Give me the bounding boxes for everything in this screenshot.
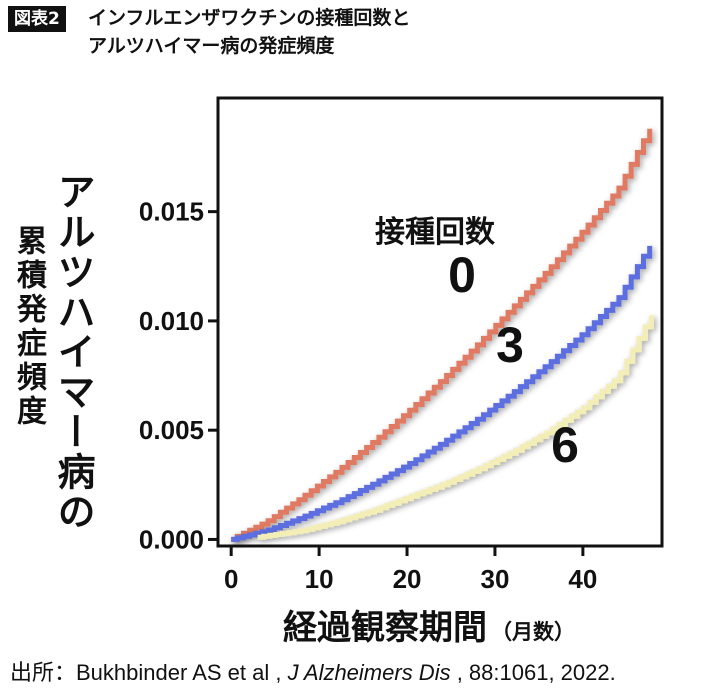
x-tick-label-1: 10 xyxy=(305,564,334,594)
source-journal: J Alzheimers Dis xyxy=(287,660,451,685)
x-axis-label-main: 経過観察期間 xyxy=(283,608,487,648)
source-prefix: 出所：Bukhbinder AS et al , xyxy=(10,660,288,685)
x-axis-label-unit: （月数） xyxy=(491,620,575,644)
figure-title-line2: アルツハイマー病の発症頻度 xyxy=(88,35,335,57)
series-line-6 xyxy=(257,315,654,540)
figure-title: インフルエンザワクチンの接種回数と アルツハイマー病の発症頻度 xyxy=(88,4,410,60)
source-suffix: , 88:1061, 2022. xyxy=(450,660,616,685)
source-citation: 出所：Bukhbinder AS et al , J Alzheimers Di… xyxy=(10,655,616,687)
x-tick-label-0: 0 xyxy=(224,564,238,594)
y-tick-label-0: 0.000 xyxy=(139,524,204,554)
x-tick-label-4: 40 xyxy=(568,564,597,594)
series-layer xyxy=(231,128,654,542)
figure-title-line1: インフルエンザワクチンの接種回数と xyxy=(88,7,411,29)
x-tick-label-2: 20 xyxy=(393,564,422,594)
series-label-layer: 036 xyxy=(448,247,579,473)
series-label-3: 3 xyxy=(496,317,524,373)
y-axis-label-line2: 累積発症頻度 xyxy=(11,225,46,429)
x-tick-label-3: 30 xyxy=(480,564,509,594)
x-axis-label: 経過観察期間 （月数） xyxy=(283,600,575,649)
series-label-6: 6 xyxy=(551,417,579,473)
legend-title: 接種回数 xyxy=(375,215,496,250)
y-axis-label-line1: アルツハイマー病の xyxy=(51,172,95,532)
series-line-0 xyxy=(231,128,653,542)
y-tick-label-2: 0.010 xyxy=(139,306,204,336)
y-tick-label-1: 0.005 xyxy=(139,415,204,445)
y-tick-label-3: 0.015 xyxy=(139,197,204,227)
series-line-3 xyxy=(231,245,653,542)
figure-tag: 図表2 xyxy=(8,6,66,32)
series-label-0: 0 xyxy=(448,247,476,303)
